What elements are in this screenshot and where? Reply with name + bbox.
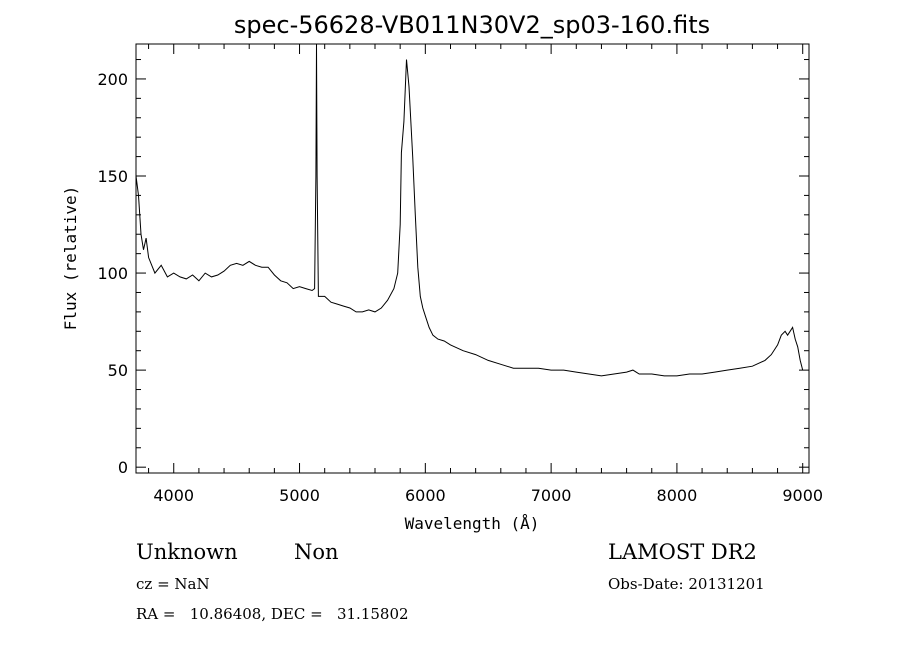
x-tick-label: 6000 <box>405 486 446 505</box>
x-tick-label: 4000 <box>153 486 194 505</box>
plot-frame <box>135 43 810 474</box>
y-axis-label: Flux (relative) <box>61 186 80 331</box>
obs-date: Obs-Date: 20131201 <box>608 575 765 593</box>
object-type: Unknown <box>136 540 238 564</box>
chart-title: spec-56628-VB011N30V2_sp03-160.fits <box>234 11 710 39</box>
y-tick-label: 150 <box>97 167 128 186</box>
redshift-value: cz = NaN <box>136 575 210 593</box>
x-tick-labels: 4000 5000 6000 7000 8000 9000 <box>153 486 823 505</box>
x-axis-label: Wavelength (Å) <box>405 514 540 533</box>
spectrum-line <box>135 43 804 377</box>
y-tick-label: 50 <box>108 361 128 380</box>
survey-name: LAMOST DR2 <box>608 540 757 564</box>
x-tick-label: 5000 <box>279 486 320 505</box>
y-tick-label: 200 <box>97 70 128 89</box>
y-tick-labels: 0 50 100 150 200 <box>97 70 128 477</box>
axis-ticks <box>136 44 809 473</box>
x-tick-label: 9000 <box>782 486 823 505</box>
object-subclass: Non <box>294 540 339 564</box>
x-tick-label: 8000 <box>657 486 698 505</box>
coordinates: RA = 10.86408, DEC = 31.15802 <box>136 605 409 623</box>
y-tick-label: 100 <box>97 264 128 283</box>
y-tick-label: 0 <box>118 458 128 477</box>
x-tick-label: 7000 <box>531 486 572 505</box>
